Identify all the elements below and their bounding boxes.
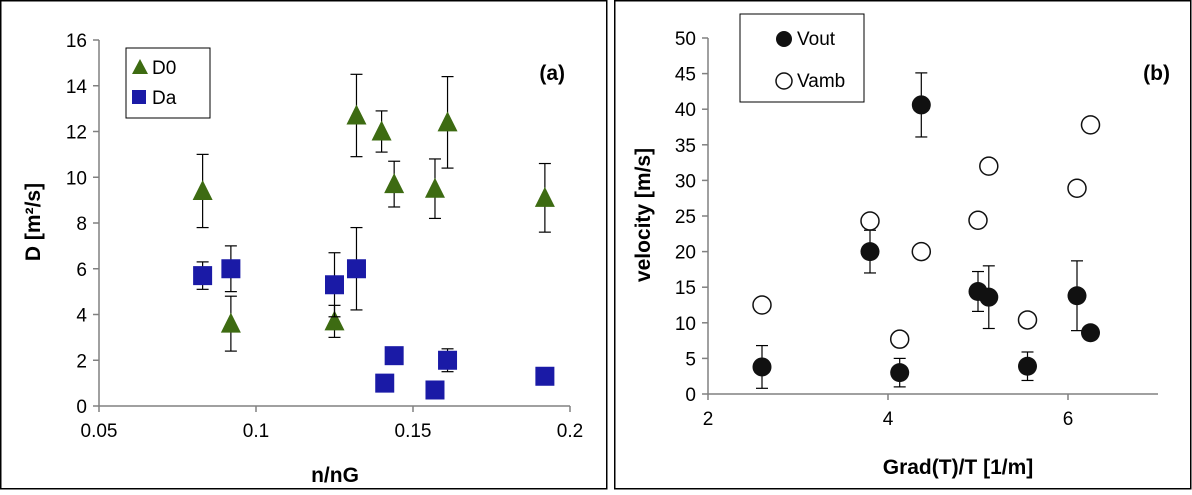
vout-point — [752, 357, 772, 377]
y-tick-label: 35 — [675, 136, 696, 157]
vout-point — [890, 363, 910, 383]
x-tick-label: 0.2 — [557, 421, 583, 442]
y-tick-label: 0 — [76, 397, 87, 418]
vamb-point — [860, 211, 880, 231]
legend-vout-marker — [776, 31, 792, 47]
panel-a-label: (a) — [539, 62, 565, 85]
d0-point — [371, 120, 392, 141]
da-point — [425, 380, 445, 400]
vout-point — [1067, 286, 1087, 306]
y-tick-label: 0 — [685, 385, 696, 406]
vamb-point — [752, 295, 772, 315]
panel-b-legend-box — [739, 13, 865, 103]
legend-da-label: Da — [152, 88, 177, 109]
x-tick-label: 4 — [883, 409, 894, 430]
vout-point — [1081, 323, 1100, 343]
da-point — [375, 373, 395, 393]
vamb-point — [911, 241, 932, 262]
y-tick-label: 8 — [76, 214, 87, 235]
vout-point — [1018, 356, 1037, 376]
panel-b-chart: 0 5 10 15 20 25 30 35 40 45 50 2 4 6 (b) Grad(T)/T [1… — [632, 13, 1170, 479]
vamb-point — [1017, 310, 1038, 330]
da-point — [221, 259, 241, 279]
da-point — [193, 266, 213, 286]
panel-a-chart: 0 2 4 6 8 10 12 14 16 0.05 0.1 0.15 0.2 (a) n/nG D [… — [22, 31, 583, 487]
y-tick-label: 12 — [66, 123, 87, 144]
vamb-point — [889, 329, 910, 349]
y-tick-label: 15 — [675, 278, 696, 299]
da-point — [535, 366, 555, 386]
x-tick-label: 0.1 — [243, 421, 269, 442]
legend-vout-label: Vout — [797, 29, 836, 50]
da-point — [384, 346, 404, 366]
legend-d0-marker — [132, 59, 148, 74]
vout-point — [979, 287, 999, 307]
da-point — [438, 350, 458, 370]
vout-point — [911, 95, 931, 115]
panel-b-border — [614, 0, 1192, 490]
d0-point — [324, 310, 345, 331]
legend-da-marker — [132, 90, 146, 104]
panel-b-marks: 0 5 10 15 20 25 30 35 40 45 50 2 4 6 — [675, 29, 1158, 430]
y-tick-label: 10 — [675, 314, 696, 335]
legend-vamb-label: Vamb — [797, 71, 845, 92]
x-tick-label: 6 — [1063, 409, 1074, 430]
y-tick-label: 30 — [675, 171, 696, 192]
y-tick-label: 16 — [66, 31, 87, 52]
y-tick-label: 6 — [76, 260, 87, 281]
y-tick-label: 45 — [675, 65, 696, 86]
y-tick-label: 5 — [685, 349, 696, 370]
vamb-point — [1080, 115, 1101, 135]
d0-point — [384, 173, 405, 194]
y-tick-label: 2 — [76, 351, 87, 372]
x-tick-label: 2 — [703, 409, 714, 430]
legend-d0-label: D0 — [152, 58, 176, 79]
y-tick-label: 50 — [675, 29, 696, 50]
vamb-point — [968, 210, 988, 231]
x-tick-label: 0.15 — [395, 421, 432, 442]
panel-b-label: (b) — [1143, 62, 1170, 85]
panel-b-y-axis-title: velocity [m/s] — [632, 148, 655, 282]
y-tick-label: 10 — [66, 168, 87, 189]
panel-a-y-axis-title: D [m²/s] — [22, 183, 45, 261]
vamb-point — [1067, 178, 1087, 198]
y-tick-label: 25 — [675, 207, 696, 228]
d0-point — [346, 104, 367, 125]
legend-vamb-marker — [775, 72, 793, 90]
d0-point — [192, 179, 213, 200]
vamb-point — [979, 156, 999, 176]
d0-point — [534, 186, 555, 207]
x-tick-label: 0.05 — [81, 421, 118, 442]
y-tick-label: 40 — [675, 100, 696, 121]
panel-b-legend: Vout Vamb — [739, 13, 865, 103]
vout-point — [860, 242, 880, 262]
panel-a-x-axis-title: n/nG — [311, 464, 359, 487]
d0-point — [220, 312, 241, 333]
d0-point — [437, 111, 458, 132]
y-tick-label: 14 — [66, 77, 88, 98]
da-point — [325, 275, 344, 295]
d0-point — [424, 177, 445, 198]
y-tick-label: 4 — [76, 306, 87, 327]
panel-a-legend: D0 Da — [125, 47, 211, 119]
panel-a-border — [0, 0, 608, 490]
da-point — [346, 259, 366, 279]
panel-b-x-axis-title: Grad(T)/T [1/m] — [883, 456, 1034, 479]
y-tick-label: 20 — [675, 243, 696, 264]
panel-a-marks: 0 2 4 6 8 10 12 14 16 0.05 0.1 0.15 0.2 — [66, 31, 583, 442]
